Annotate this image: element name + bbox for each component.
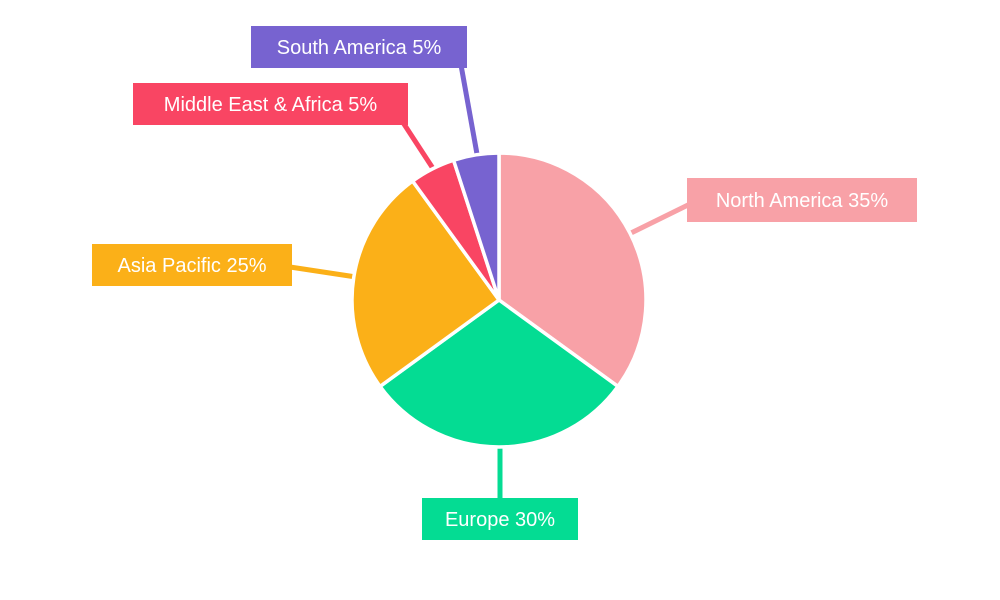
pie-slice-europe <box>378 298 620 449</box>
pie-slice-north-america <box>497 151 648 389</box>
callout-box-north-america <box>687 178 917 222</box>
callout-label-south-america: South America 5% <box>277 37 442 59</box>
pie-slices <box>350 151 648 449</box>
pie-slice-asia-pacific <box>350 179 501 389</box>
callout-box-europe <box>422 498 578 540</box>
callout-labels: North America 35% Europe 30% Asia Pacific … <box>92 26 917 540</box>
callout-label-asia-pacific: Asia Pacific 25% <box>118 255 267 277</box>
leader-line-north-america <box>629 201 692 236</box>
leader-line-middle-east-africa <box>399 119 437 172</box>
leader-line-asia-pacific <box>289 264 357 280</box>
leader-lines <box>289 64 692 500</box>
callout-box-middle-east-africa <box>133 83 408 125</box>
callout-box-asia-pacific <box>92 244 292 286</box>
callout-box-south-america <box>251 26 467 68</box>
callout-label-middle-east-africa: Middle East & Africa 5% <box>164 94 378 116</box>
leader-line-south-america <box>458 64 480 155</box>
callout-label-north-america: North America 35% <box>716 190 889 212</box>
pie-slice-south-america <box>451 151 501 302</box>
callout-label-europe: Europe 30% <box>445 509 555 531</box>
